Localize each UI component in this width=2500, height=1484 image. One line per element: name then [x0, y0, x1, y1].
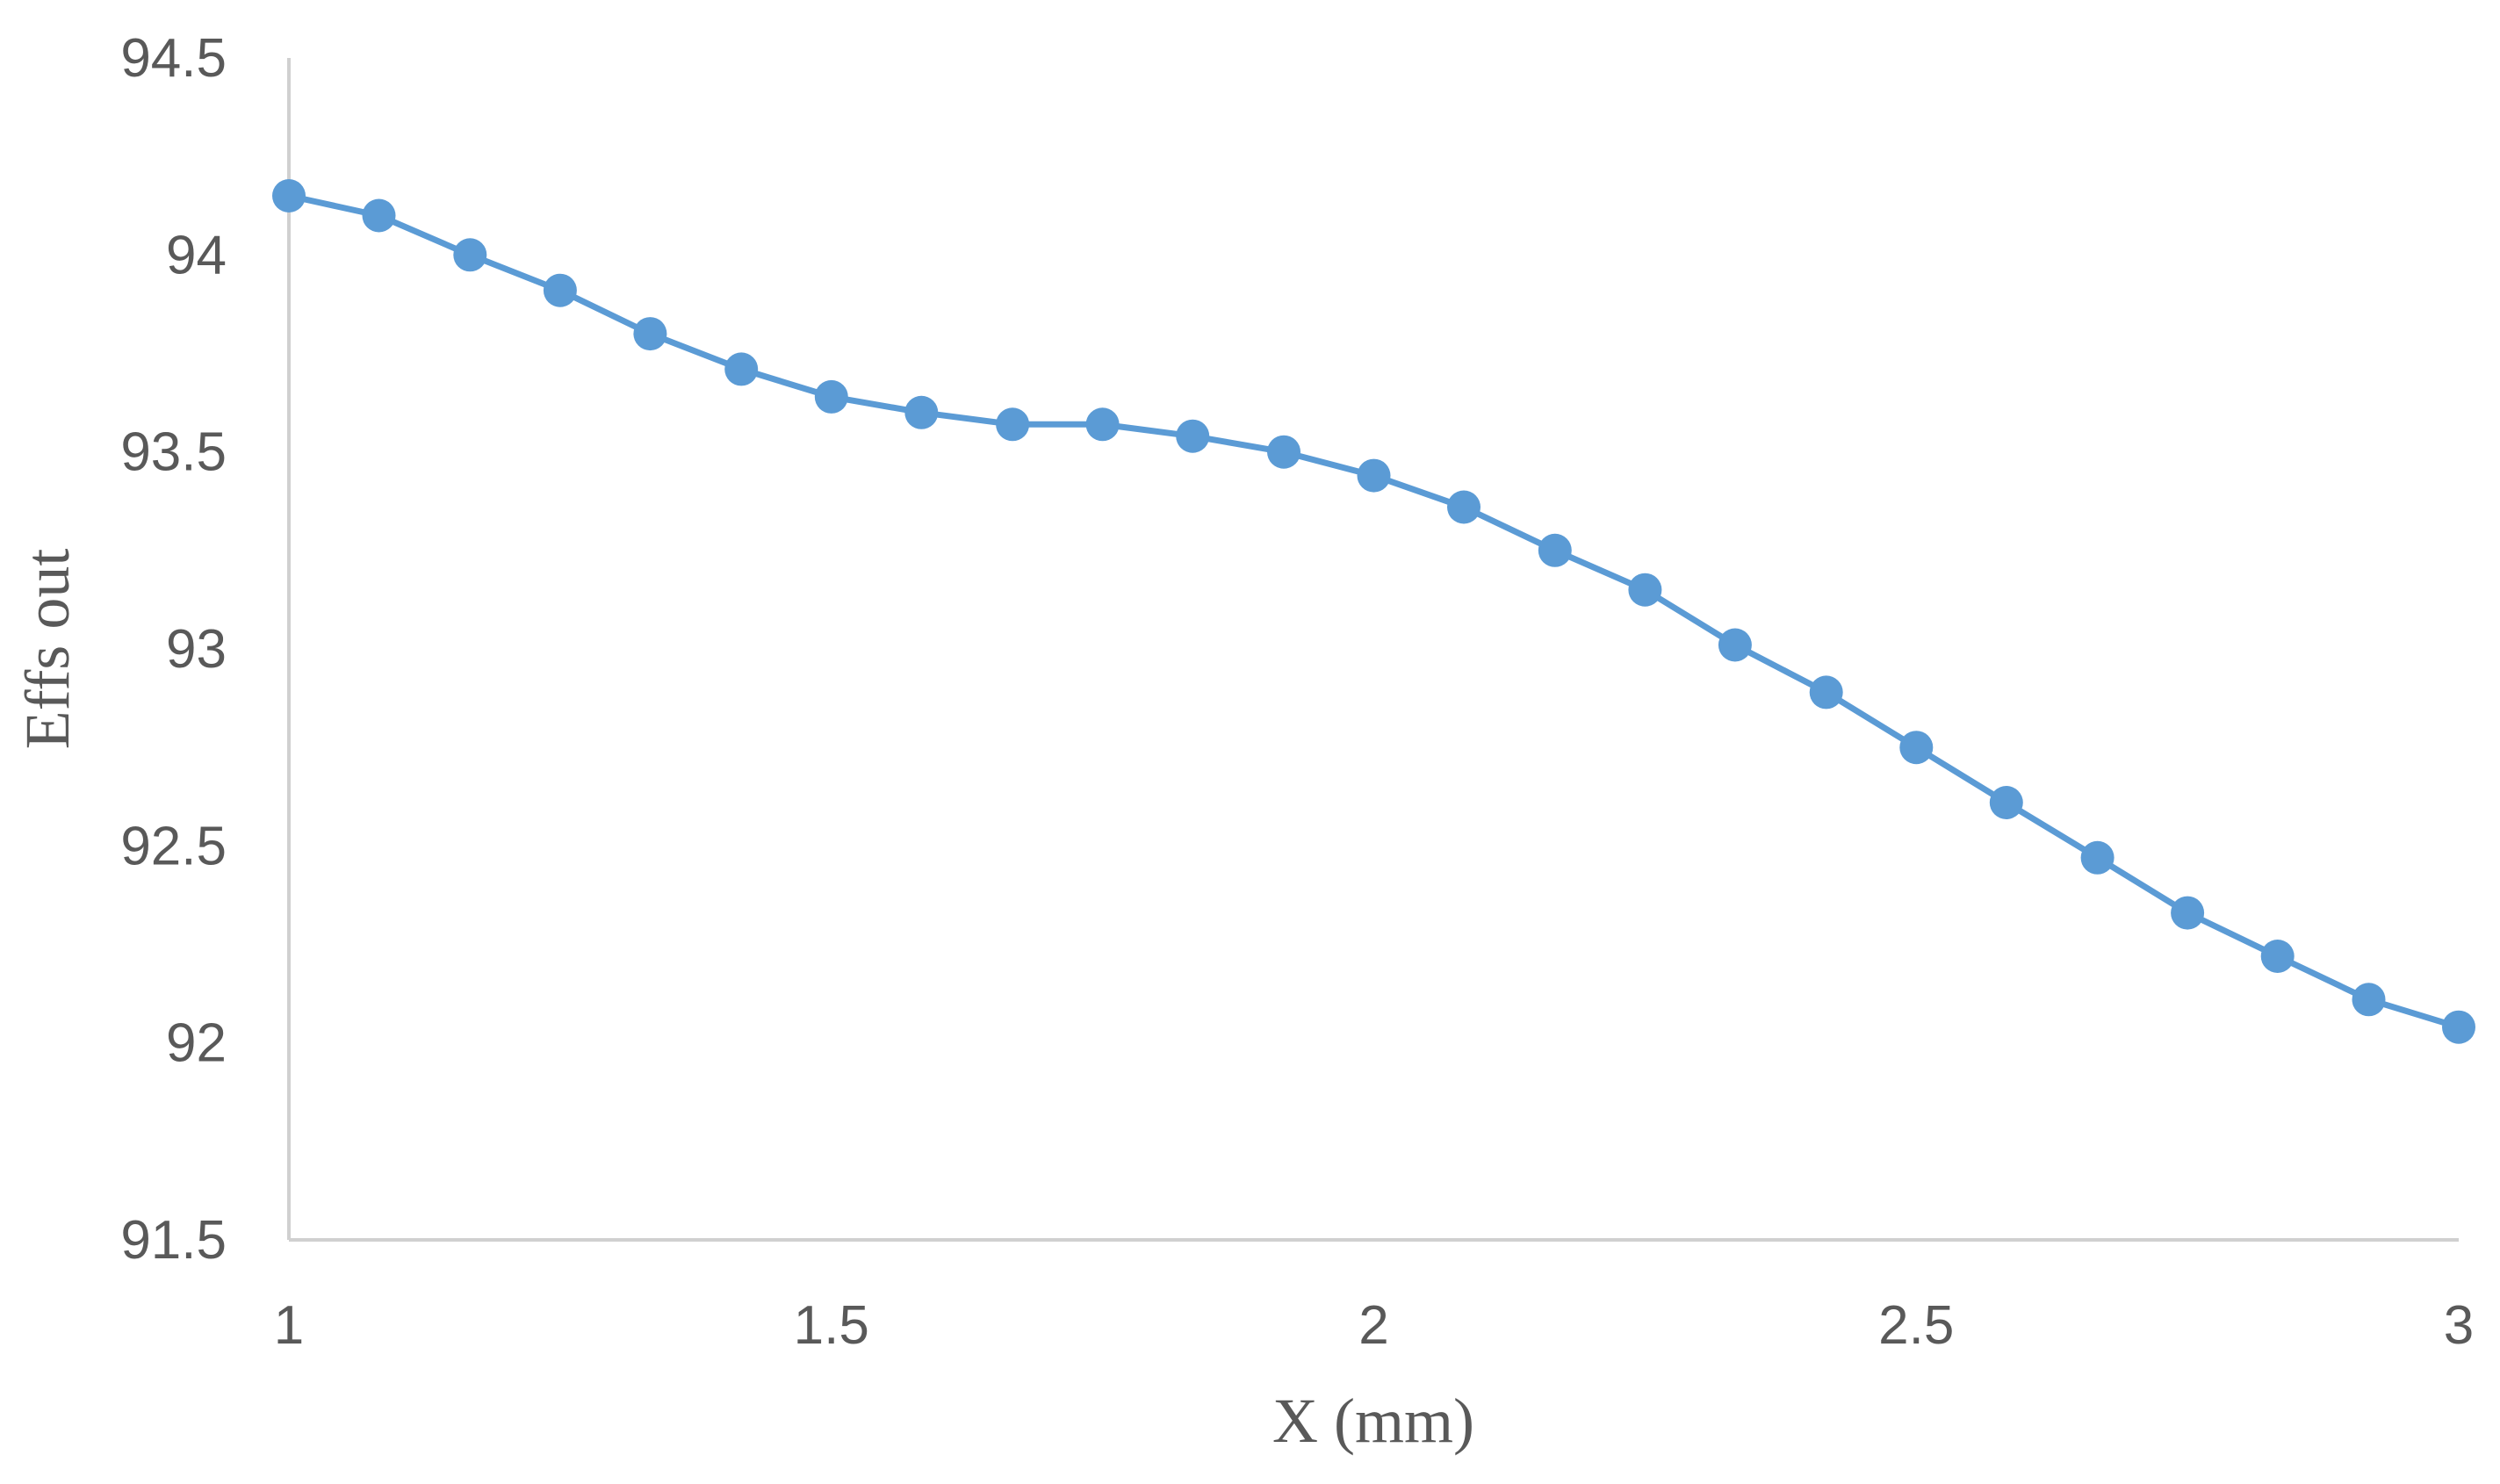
- x-tick-label: 1: [274, 1295, 304, 1356]
- data-point: [1176, 419, 1210, 453]
- data-point: [2442, 1010, 2475, 1044]
- x-tick-label: 2.5: [1878, 1295, 1954, 1356]
- data-point: [1718, 628, 1752, 662]
- data-point: [1085, 407, 1120, 442]
- y-tick-label: 94: [166, 225, 227, 285]
- data-point: [272, 179, 306, 213]
- x-tick-label: 3: [2444, 1295, 2474, 1356]
- data-point: [543, 273, 577, 307]
- y-tick-label: 93.5: [120, 422, 227, 483]
- data-point: [1538, 533, 1572, 567]
- series-line: [285, 192, 2462, 1031]
- plot-area: [287, 58, 2459, 1242]
- series-group: [272, 179, 2475, 1044]
- data-point: [1899, 731, 1934, 765]
- data-point: [724, 352, 759, 386]
- data-point: [362, 198, 396, 233]
- y-tick-label: 94.5: [120, 28, 227, 89]
- data-point: [2260, 940, 2295, 973]
- y-tick-label: 91.5: [120, 1210, 227, 1271]
- data-point: [453, 238, 487, 272]
- data-point: [633, 317, 667, 351]
- y-tick-label: 92: [166, 1013, 227, 1074]
- data-point: [1628, 573, 1662, 607]
- data-point: [2080, 840, 2115, 875]
- data-point: [2352, 983, 2386, 1017]
- x-axis-title: X (mm): [1272, 1386, 1474, 1456]
- x-tick-label: 1.5: [794, 1295, 869, 1356]
- data-point: [1357, 458, 1391, 493]
- data-point: [996, 407, 1030, 442]
- y-axis-title: Effs out: [12, 549, 83, 750]
- data-point: [1447, 490, 1481, 524]
- x-tick-labels: 1 1.5 2 2.5 3: [274, 1295, 2474, 1356]
- data-point: [814, 379, 848, 414]
- data-point: [1809, 675, 1843, 710]
- data-point: [1989, 786, 2023, 819]
- y-tick-label: 92.5: [120, 816, 227, 876]
- data-point: [2171, 896, 2205, 930]
- x-tick-label: 2: [1358, 1295, 1388, 1356]
- data-point: [904, 395, 939, 429]
- data-point: [1267, 435, 1300, 469]
- y-tick-label: 93: [166, 619, 227, 680]
- y-tick-labels: 91.5 92 92.5 93 93.5 94 94.5: [120, 28, 227, 1271]
